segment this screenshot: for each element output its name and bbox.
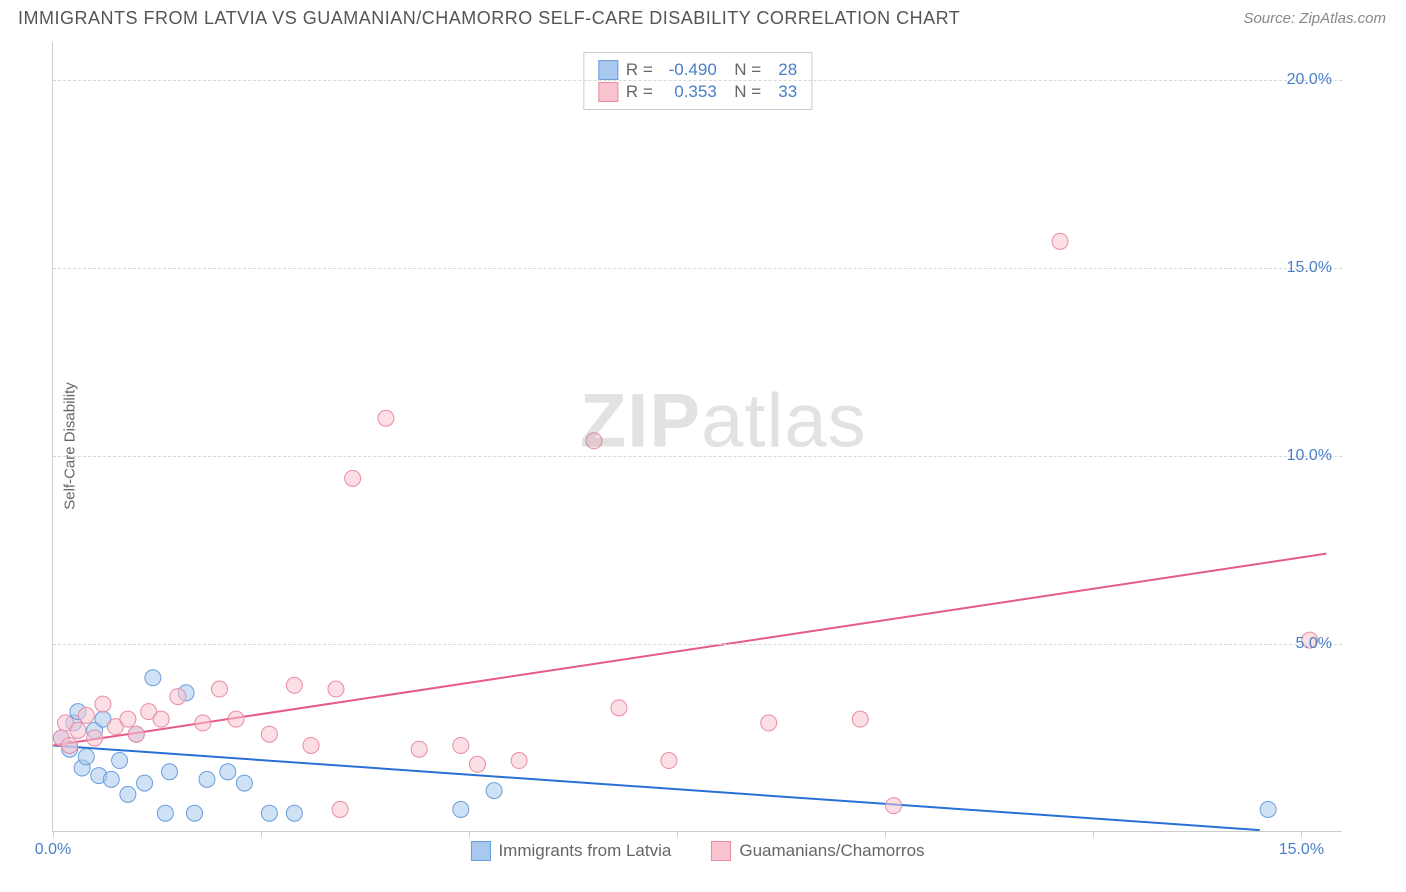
y-tick-label: 5.0%: [1296, 635, 1332, 653]
data-point: [286, 677, 302, 693]
data-point: [611, 700, 627, 716]
data-point: [469, 756, 485, 772]
data-point: [453, 801, 469, 817]
x-tick: [1301, 831, 1302, 837]
gridline: [53, 456, 1342, 457]
data-point: [153, 711, 169, 727]
data-point: [162, 764, 178, 780]
series-legend: Immigrants from Latvia Guamanians/Chamor…: [470, 841, 924, 861]
chart-source: Source: ZipAtlas.com: [1243, 10, 1386, 27]
swatch-series-2: [598, 82, 618, 102]
data-point: [211, 681, 227, 697]
y-tick-label: 10.0%: [1287, 447, 1332, 465]
x-tick: [53, 831, 54, 837]
data-point: [852, 711, 868, 727]
y-tick-label: 20.0%: [1287, 71, 1332, 89]
data-point: [103, 771, 119, 787]
gridline: [53, 644, 1342, 645]
x-tick: [677, 831, 678, 837]
legend-item-2: Guamanians/Chamorros: [711, 841, 924, 861]
trend-line: [53, 745, 1260, 830]
data-point: [78, 749, 94, 765]
gridline: [53, 268, 1342, 269]
data-point: [1260, 801, 1276, 817]
data-point: [453, 737, 469, 753]
data-point: [170, 689, 186, 705]
data-point: [228, 711, 244, 727]
x-tick: [469, 831, 470, 837]
data-point: [261, 805, 277, 821]
data-point: [286, 805, 302, 821]
data-point: [157, 805, 173, 821]
chart-title: IMMIGRANTS FROM LATVIA VS GUAMANIAN/CHAM…: [18, 8, 960, 29]
swatch-legend-1: [470, 841, 490, 861]
data-point: [120, 786, 136, 802]
x-tick-label: 15.0%: [1279, 841, 1324, 859]
x-tick-label: 0.0%: [35, 841, 71, 859]
data-point: [345, 470, 361, 486]
data-point: [1052, 233, 1068, 249]
y-tick-label: 15.0%: [1287, 259, 1332, 277]
data-point: [70, 722, 86, 738]
legend-label-1: Immigrants from Latvia: [498, 841, 671, 861]
data-point: [886, 798, 902, 814]
data-point: [87, 730, 103, 746]
legend-row-series-1: R = -0.490 N = 28: [598, 59, 797, 81]
data-point: [220, 764, 236, 780]
data-point: [128, 726, 144, 742]
data-point: [62, 737, 78, 753]
correlation-legend: R = -0.490 N = 28 R = 0.353 N = 33: [583, 52, 812, 110]
data-point: [137, 775, 153, 791]
data-point: [236, 775, 252, 791]
data-point: [261, 726, 277, 742]
x-tick: [1093, 831, 1094, 837]
data-point: [486, 783, 502, 799]
chart-plot-area: ZIPatlas R = -0.490 N = 28 R = 0.353 N =…: [52, 42, 1342, 832]
swatch-legend-2: [711, 841, 731, 861]
legend-item-1: Immigrants from Latvia: [470, 841, 671, 861]
data-point: [186, 805, 202, 821]
data-point: [586, 433, 602, 449]
gridline: [53, 80, 1342, 81]
x-tick: [885, 831, 886, 837]
data-point: [661, 753, 677, 769]
data-point: [511, 753, 527, 769]
data-point: [195, 715, 211, 731]
scatter-plot-svg: [53, 42, 1342, 831]
data-point: [378, 410, 394, 426]
data-point: [199, 771, 215, 787]
data-point: [761, 715, 777, 731]
data-point: [328, 681, 344, 697]
data-point: [145, 670, 161, 686]
data-point: [120, 711, 136, 727]
legend-row-series-2: R = 0.353 N = 33: [598, 81, 797, 103]
swatch-series-1: [598, 60, 618, 80]
data-point: [112, 753, 128, 769]
data-point: [303, 737, 319, 753]
data-point: [95, 696, 111, 712]
data-point: [411, 741, 427, 757]
x-tick: [261, 831, 262, 837]
data-point: [332, 801, 348, 817]
data-point: [78, 707, 94, 723]
legend-label-2: Guamanians/Chamorros: [739, 841, 924, 861]
